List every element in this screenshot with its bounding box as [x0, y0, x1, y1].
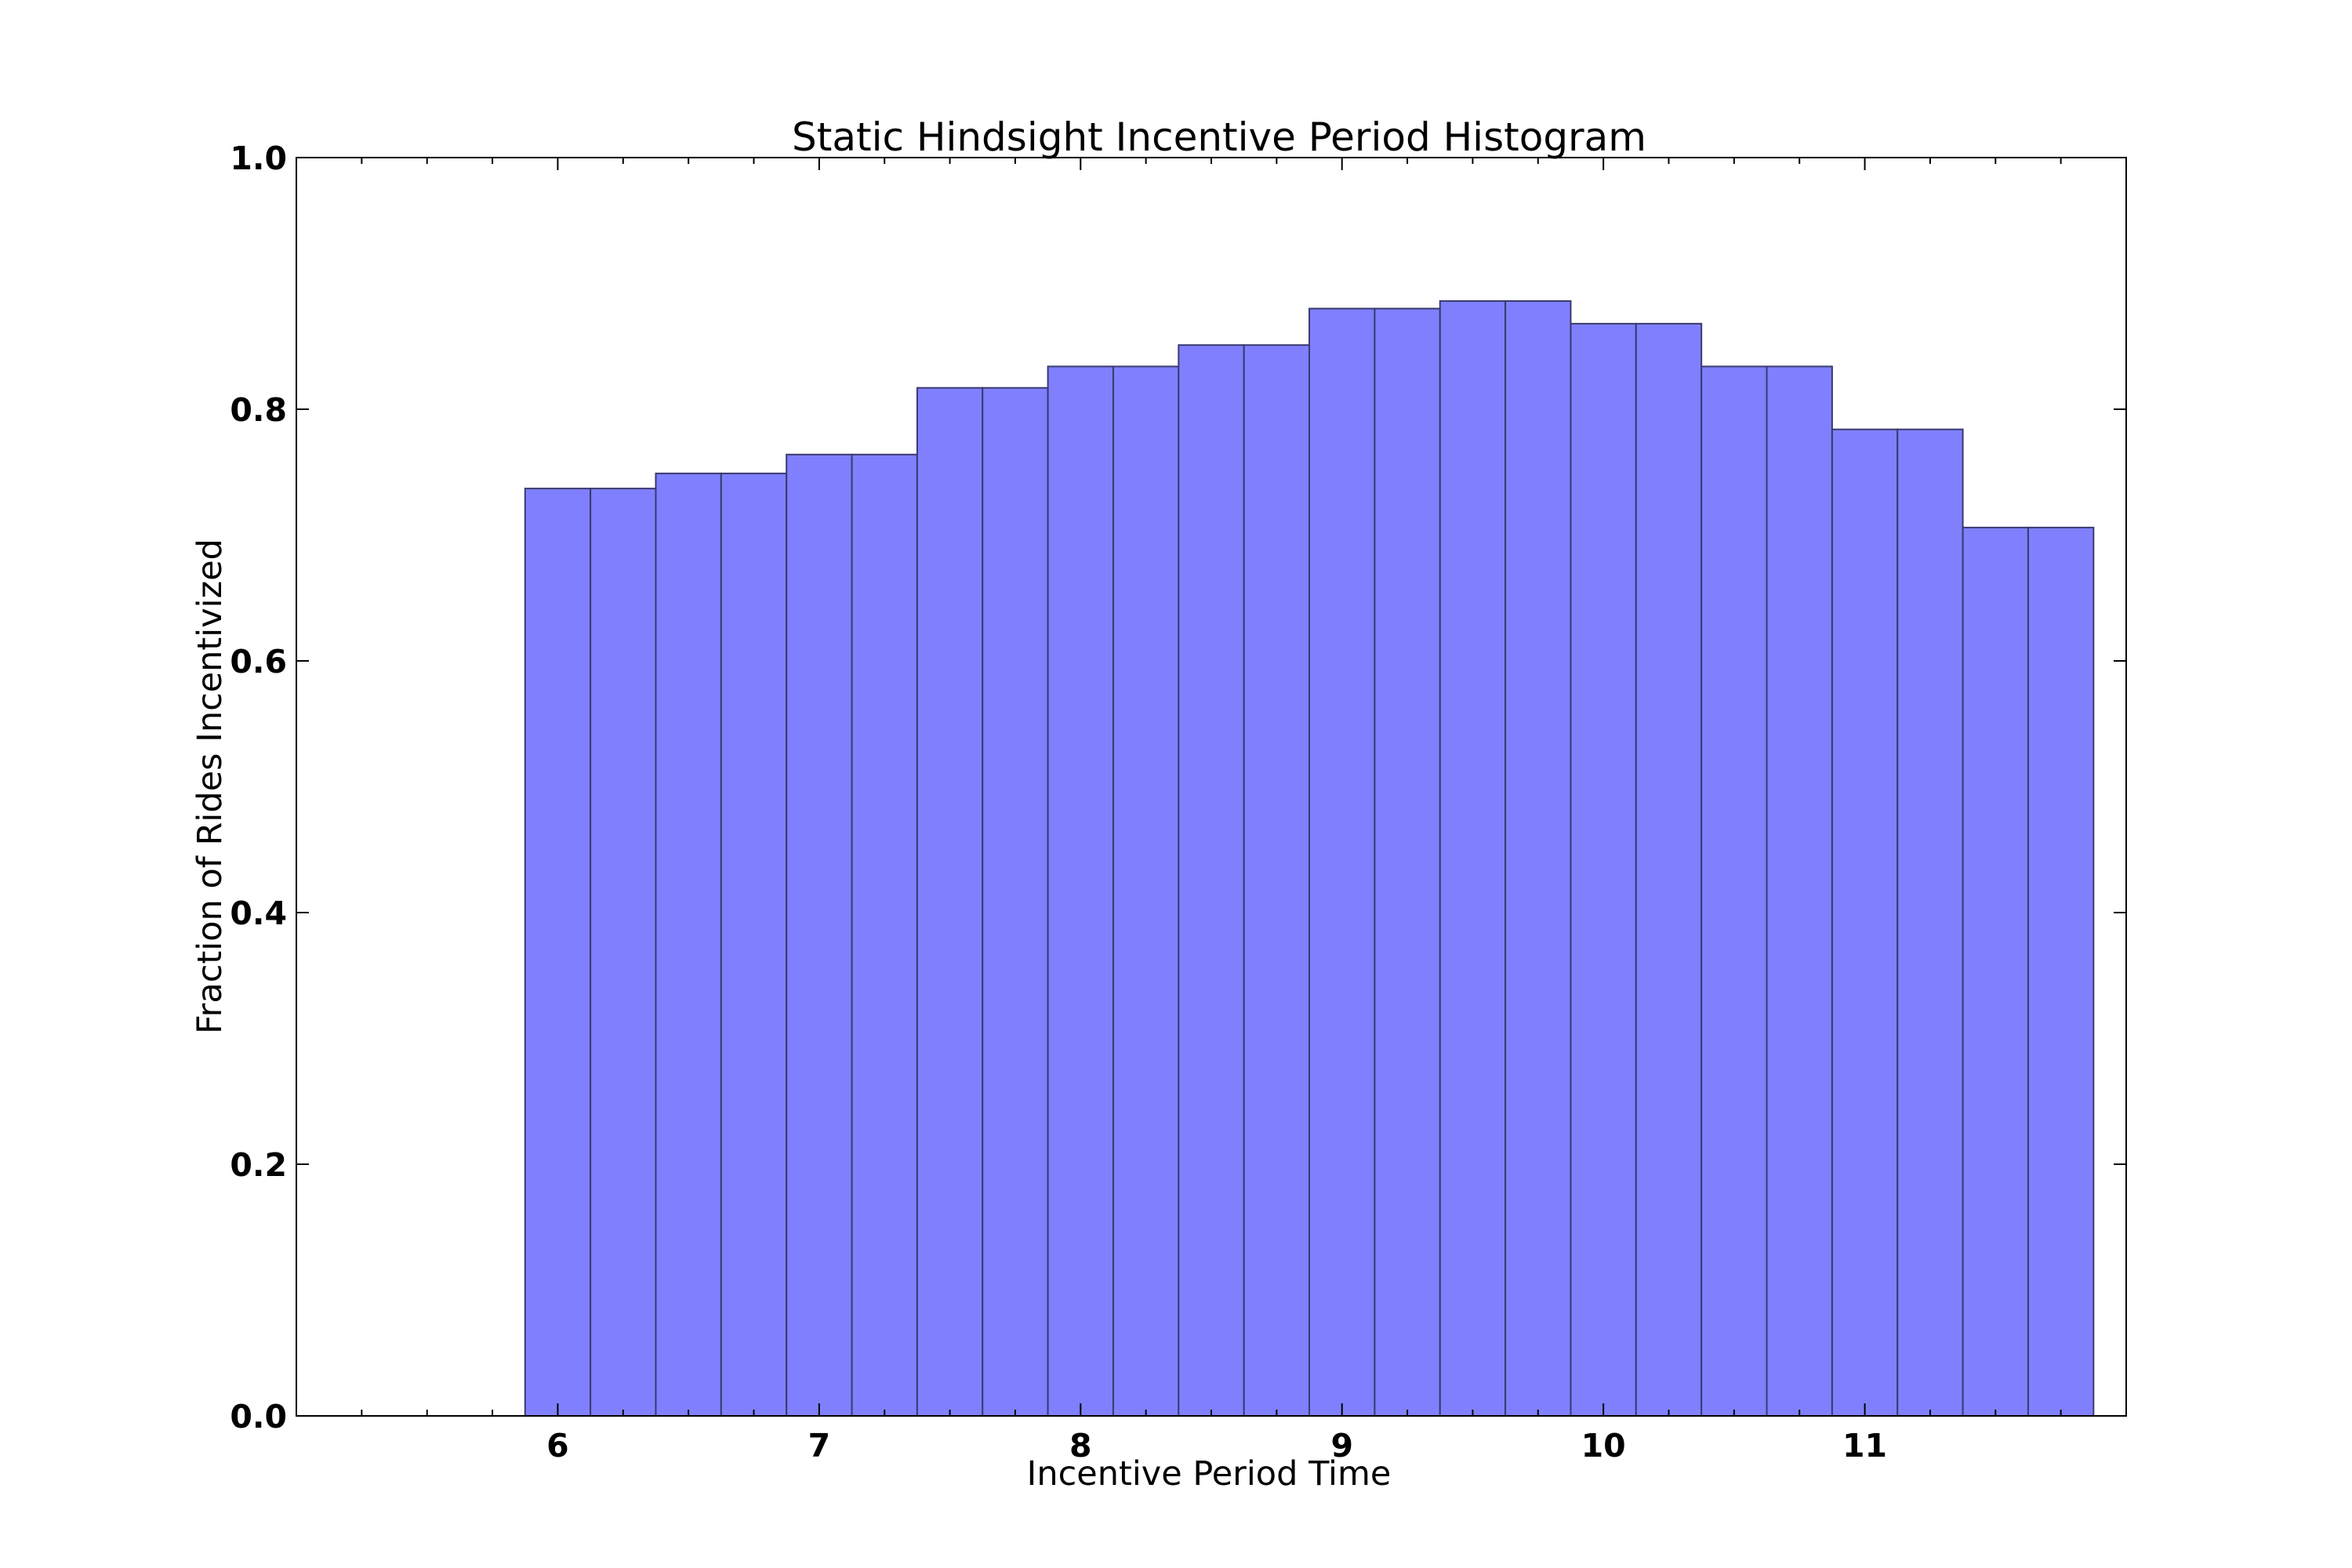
histogram-bar — [786, 453, 853, 1417]
histogram-bar — [916, 387, 984, 1417]
histogram-bar — [590, 488, 657, 1417]
ticks-layer — [296, 157, 2127, 1417]
x-tick-label: 6 — [546, 1427, 569, 1465]
histogram-bar — [1700, 365, 1768, 1417]
histogram-bar — [1439, 299, 1507, 1417]
histogram-bar — [1635, 322, 1703, 1417]
y-tick-label: 0.2 — [230, 1146, 287, 1184]
histogram-bar — [1504, 299, 1572, 1417]
histogram-bar — [1570, 322, 1637, 1417]
histogram-bar — [1112, 365, 1180, 1417]
histogram-bar — [982, 387, 1049, 1417]
histogram-bar — [1047, 365, 1114, 1417]
histogram-bar — [655, 472, 722, 1417]
x-tick-label: 8 — [1069, 1427, 1092, 1465]
histogram-bar — [1766, 365, 1833, 1417]
y-tick-label: 0.0 — [230, 1398, 287, 1436]
histogram-bar — [720, 472, 788, 1417]
x-axis-label: Incentive Period Time — [1027, 1454, 1392, 1494]
x-tick-label: 10 — [1581, 1427, 1626, 1465]
histogram-bar — [1308, 307, 1376, 1417]
bars-layer — [524, 299, 2095, 1417]
histogram-bar — [2027, 526, 2095, 1417]
tick-labels-layer: 6 7 8 9 10 11 0.0 0.2 0.4 0.6 0.8 1.0 — [230, 140, 1887, 1465]
y-tick-label: 0.6 — [230, 643, 287, 681]
y-tick-label: 0.4 — [230, 895, 287, 932]
x-tick-label: 9 — [1330, 1427, 1353, 1465]
y-tick-label: 0.8 — [230, 391, 287, 429]
histogram-bar — [1831, 428, 1899, 1417]
x-tick-label: 11 — [1842, 1427, 1887, 1465]
histogram-bar — [1178, 344, 1245, 1417]
chart-title: Static Hindsight Incentive Period Histog… — [792, 114, 1646, 160]
histogram-bar — [851, 453, 918, 1417]
histogram-bar — [1374, 307, 1441, 1417]
histogram-bar — [524, 488, 592, 1417]
histogram-bar — [1243, 344, 1311, 1417]
histogram-bar — [1896, 428, 1964, 1417]
histogram-bar — [1962, 526, 2029, 1417]
y-tick-label: 1.0 — [230, 140, 287, 177]
x-tick-label: 7 — [808, 1427, 831, 1465]
y-axis-label: Fraction of Rides Incentivized — [191, 539, 230, 1034]
